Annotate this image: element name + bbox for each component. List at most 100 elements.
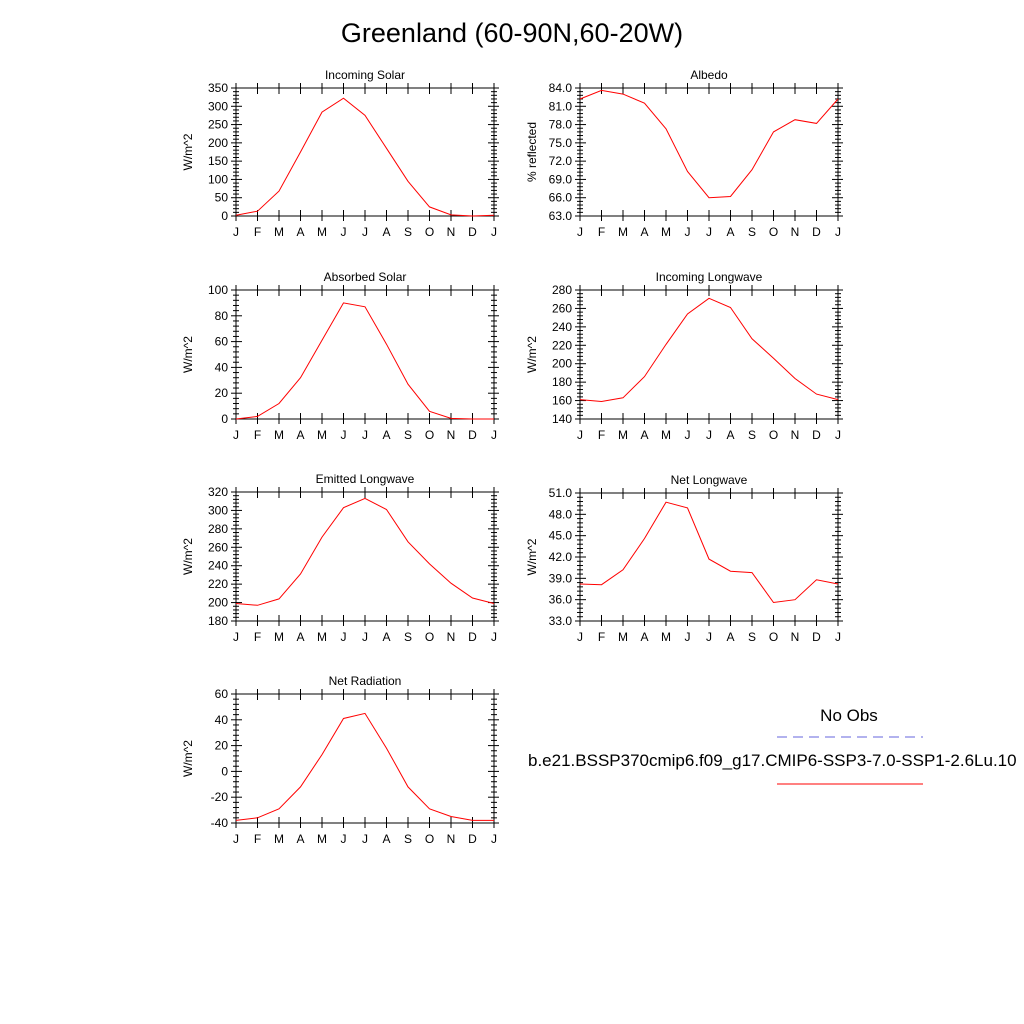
x-tick-label: D bbox=[812, 630, 821, 644]
x-tick-label: O bbox=[769, 225, 778, 239]
x-tick-label: F bbox=[254, 428, 261, 442]
x-tick-label: S bbox=[748, 630, 756, 644]
x-tick-label: M bbox=[618, 630, 628, 644]
y-tick-label: 0 bbox=[221, 412, 228, 426]
x-tick-label: M bbox=[274, 630, 284, 644]
x-tick-label: M bbox=[618, 225, 628, 239]
x-tick-label: M bbox=[661, 630, 671, 644]
series-line bbox=[579, 89, 839, 199]
y-tick-label: 69.0 bbox=[549, 172, 573, 186]
x-tick-label: O bbox=[425, 428, 434, 442]
x-tick-label: J bbox=[233, 225, 239, 239]
x-tick-label: D bbox=[468, 225, 477, 239]
x-tick-label: J bbox=[577, 225, 583, 239]
panel-title: Net Radiation bbox=[329, 674, 402, 688]
y-tick-label: 78.0 bbox=[549, 118, 573, 132]
y-tick-label: 51.0 bbox=[549, 486, 573, 500]
y-tick-label: 350 bbox=[208, 81, 228, 95]
y-axis-label: W/m^2 bbox=[181, 133, 195, 170]
x-tick-label: J bbox=[341, 428, 347, 442]
y-tick-label: 84.0 bbox=[549, 81, 573, 95]
y-tick-label: 280 bbox=[208, 522, 228, 536]
chart-net-longwave: J F M A M J J A S O N D J33.036.039.042.045.048.051.… bbox=[525, 473, 843, 644]
x-tick-label: N bbox=[447, 428, 456, 442]
x-tick-label: M bbox=[661, 225, 671, 239]
x-tick-label: J bbox=[835, 225, 841, 239]
x-tick-label: O bbox=[769, 630, 778, 644]
x-tick-label: N bbox=[447, 630, 456, 644]
x-tick-label: S bbox=[404, 832, 412, 846]
x-tick-label: J bbox=[362, 832, 368, 846]
y-tick-label: 140 bbox=[552, 412, 572, 426]
y-tick-label: 45.0 bbox=[549, 529, 573, 543]
x-tick-label: A bbox=[296, 832, 304, 846]
series-line bbox=[579, 297, 839, 403]
y-tick-label: 260 bbox=[208, 540, 228, 554]
x-tick-label: M bbox=[618, 428, 628, 442]
x-tick-label: S bbox=[404, 630, 412, 644]
chart-incoming-longwave: J F M A M J J A S O N D J140160180200220240260280Inc… bbox=[525, 270, 843, 442]
panel-title: Absorbed Solar bbox=[324, 270, 407, 284]
x-tick-label: O bbox=[769, 428, 778, 442]
y-tick-label: -40 bbox=[211, 816, 229, 830]
x-tick-label: J bbox=[835, 630, 841, 644]
legend-model-label: b.e21.BSSP370cmip6.f09_g17.CMIP6-SSP3-7.… bbox=[528, 751, 1017, 770]
x-tick-label: J bbox=[233, 832, 239, 846]
y-tick-label: 240 bbox=[552, 320, 572, 334]
x-tick-label: M bbox=[274, 832, 284, 846]
y-axis-label: W/m^2 bbox=[525, 538, 539, 575]
y-tick-label: 48.0 bbox=[549, 507, 573, 521]
x-tick-label: D bbox=[468, 832, 477, 846]
x-tick-label: J bbox=[685, 630, 691, 644]
x-tick-label: M bbox=[317, 225, 327, 239]
y-tick-label: 320 bbox=[208, 485, 228, 499]
y-tick-label: 63.0 bbox=[549, 209, 573, 223]
y-tick-label: 40 bbox=[215, 713, 229, 727]
x-tick-label: D bbox=[812, 428, 821, 442]
x-tick-label: J bbox=[491, 832, 497, 846]
x-tick-label: J bbox=[706, 225, 712, 239]
y-tick-label: 72.0 bbox=[549, 154, 573, 168]
series-line bbox=[579, 501, 839, 604]
y-tick-label: -20 bbox=[211, 790, 229, 804]
x-tick-label: A bbox=[726, 630, 734, 644]
x-tick-label: F bbox=[598, 428, 605, 442]
x-tick-label: J bbox=[491, 428, 497, 442]
x-tick-label: N bbox=[791, 428, 800, 442]
legend-model-line bbox=[777, 783, 923, 785]
x-tick-label: D bbox=[812, 225, 821, 239]
y-axis-label: % reflected bbox=[525, 122, 539, 182]
x-tick-label: J bbox=[706, 630, 712, 644]
plot-frame bbox=[235, 87, 495, 217]
x-tick-label: J bbox=[577, 428, 583, 442]
x-tick-label: A bbox=[726, 428, 734, 442]
panel-title: Albedo bbox=[690, 68, 728, 82]
x-tick-label: A bbox=[640, 428, 648, 442]
x-tick-label: A bbox=[640, 225, 648, 239]
plot-frame bbox=[579, 492, 839, 622]
y-tick-label: 220 bbox=[208, 577, 228, 591]
y-tick-label: 66.0 bbox=[549, 191, 573, 205]
x-tick-label: M bbox=[317, 630, 327, 644]
x-tick-label: J bbox=[835, 428, 841, 442]
x-tick-label: J bbox=[577, 630, 583, 644]
x-tick-label: A bbox=[382, 630, 390, 644]
x-tick-label: A bbox=[382, 225, 390, 239]
x-tick-label: J bbox=[685, 428, 691, 442]
x-tick-label: D bbox=[468, 428, 477, 442]
x-tick-label: S bbox=[748, 225, 756, 239]
y-tick-label: 40 bbox=[215, 360, 229, 374]
chart-emitted-longwave: J F M A M J J A S O N D J180200220240260280300320Emi… bbox=[181, 472, 499, 644]
chart-incoming-solar: J F M A M J J A S O N D J050100150200250300350Incomi… bbox=[181, 68, 499, 239]
y-tick-label: 36.0 bbox=[549, 593, 573, 607]
x-tick-label: D bbox=[468, 630, 477, 644]
y-tick-label: 100 bbox=[208, 283, 228, 297]
panel-title: Net Longwave bbox=[671, 473, 748, 487]
y-tick-label: 200 bbox=[208, 596, 228, 610]
y-tick-label: 150 bbox=[208, 154, 228, 168]
x-tick-label: O bbox=[425, 630, 434, 644]
y-tick-label: 200 bbox=[552, 357, 572, 371]
y-tick-label: 60 bbox=[215, 687, 229, 701]
